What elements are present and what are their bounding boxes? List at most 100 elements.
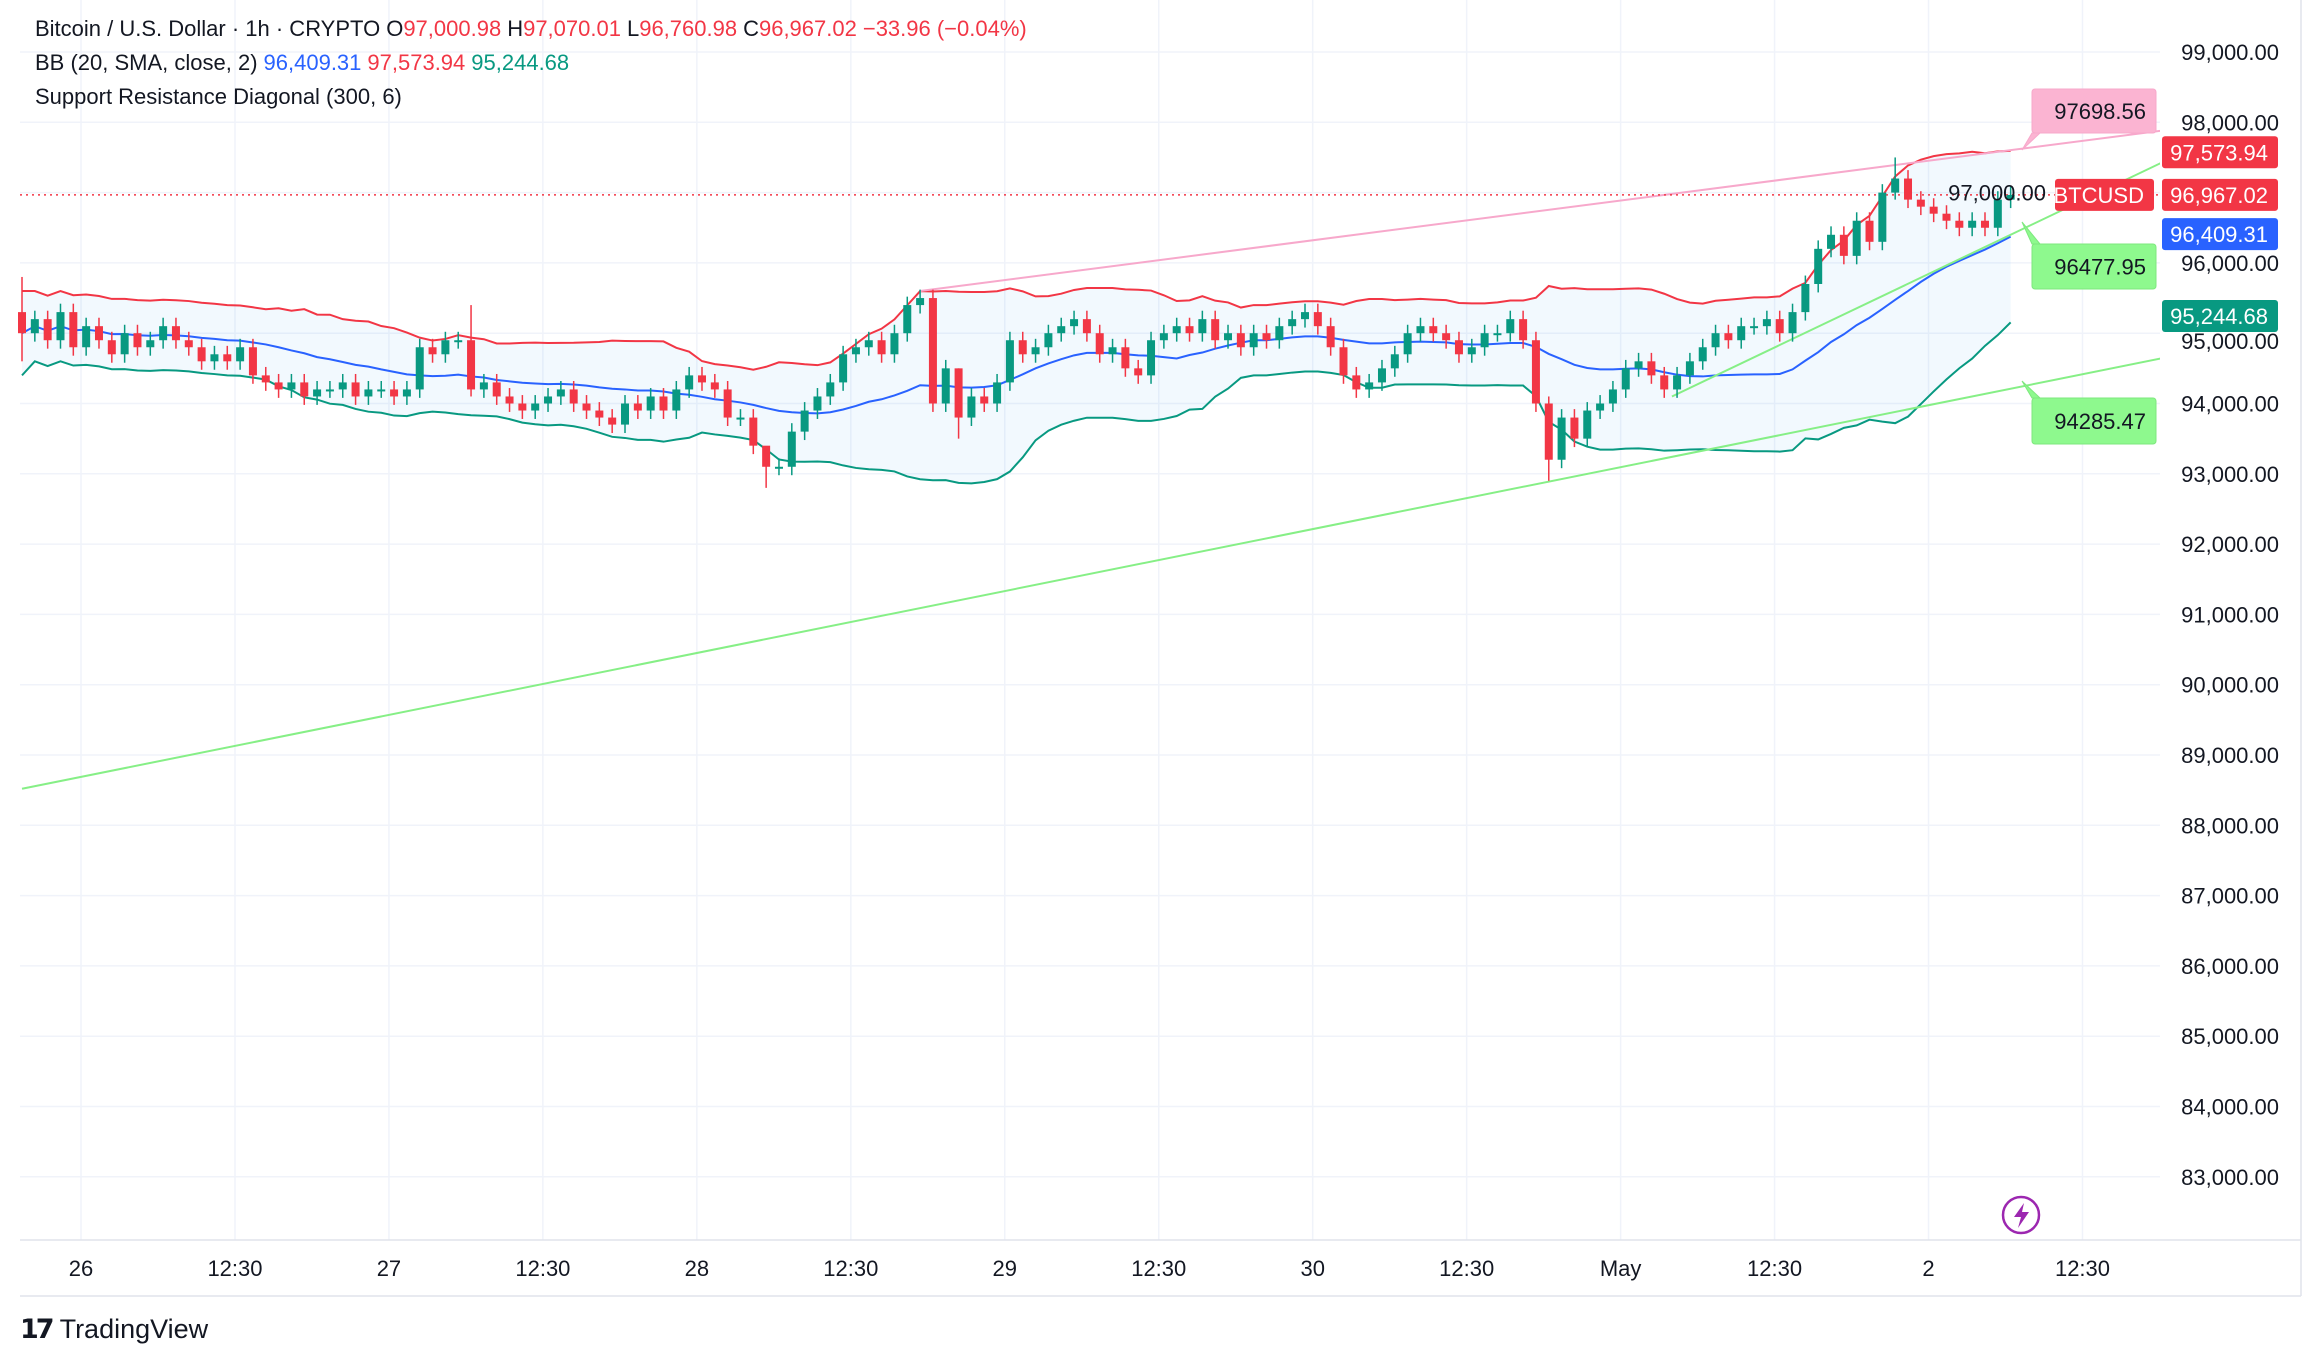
- candle: [402, 381, 411, 405]
- candle: [646, 388, 655, 419]
- candle-body: [1018, 340, 1027, 355]
- candle: [774, 458, 783, 476]
- alert-lightning-button[interactable]: [2001, 1195, 2041, 1235]
- candle: [967, 388, 976, 426]
- candle-body: [1801, 283, 1810, 313]
- candle: [454, 331, 463, 349]
- candle: [1557, 409, 1566, 469]
- candle: [287, 373, 296, 398]
- time-axis-label: 12:30: [823, 1256, 878, 1281]
- support-diagonal-line: [21, 357, 2160, 790]
- candle: [1775, 310, 1784, 342]
- candle-body: [723, 389, 732, 418]
- candle: [1916, 191, 1925, 216]
- bb-lower-tag[interactable]: 95,244.68: [2162, 299, 2278, 332]
- candle: [43, 310, 52, 349]
- bb-upper-tag[interactable]: 97,573.94: [2162, 136, 2278, 169]
- price-axis-label: 98,000.00: [2181, 110, 2279, 135]
- bb-title[interactable]: BB (20, SMA, close, 2): [35, 50, 258, 75]
- bb-upper-value: 97,573.94: [367, 50, 466, 75]
- bb-row: BB (20, SMA, close, 2) 96,409.31 97,573.94…: [35, 46, 1033, 80]
- candle: [415, 338, 424, 398]
- candle: [1031, 338, 1040, 363]
- candle-body: [1827, 234, 1836, 249]
- candle: [1005, 331, 1014, 391]
- candle-body: [1596, 403, 1605, 411]
- symbol-title[interactable]: Bitcoin / U.S. Dollar · 1h · CRYPTO: [35, 16, 381, 41]
- candle-body: [1647, 361, 1656, 376]
- bb-lower-tag-box: [2162, 299, 2278, 332]
- candle: [1698, 338, 1707, 370]
- candle-body: [967, 396, 976, 418]
- candle-body: [159, 326, 168, 341]
- candle: [1057, 317, 1066, 342]
- candle: [1442, 324, 1451, 349]
- candle: [1365, 373, 1374, 398]
- tradingview-logo[interactable]: 𝟭𝟳 TradingView: [20, 1314, 208, 1345]
- srd-title[interactable]: Support Resistance Diagonal (300, 6): [35, 84, 402, 109]
- candle-body: [43, 319, 52, 341]
- candle: [1531, 331, 1540, 412]
- candle: [1159, 324, 1168, 349]
- candle-body: [1557, 417, 1566, 460]
- symbol-tag[interactable]: BTCUSD: [2054, 178, 2154, 211]
- bb-lower-line: [21, 321, 2012, 485]
- candle-body: [851, 347, 860, 355]
- candle: [1827, 226, 1836, 258]
- candle: [197, 338, 206, 370]
- price-axis-label: 94,000.00: [2181, 392, 2279, 417]
- candle-body: [1326, 326, 1335, 348]
- candle: [300, 373, 309, 405]
- candle: [608, 409, 617, 434]
- candle-body: [377, 389, 386, 392]
- bb-basis-tag[interactable]: 96,409.31: [2162, 218, 2278, 251]
- candle-body: [1724, 333, 1733, 341]
- candle-body: [1224, 333, 1233, 341]
- candle: [1544, 396, 1553, 481]
- candle: [1416, 317, 1425, 342]
- candle-body: [1788, 312, 1797, 334]
- candle-body: [787, 431, 796, 467]
- price-axis-label: 97,000.00: [1948, 181, 2046, 206]
- candle: [903, 296, 912, 342]
- candle: [762, 445, 771, 488]
- bb-basis-tag-text: 96,409.31: [2170, 222, 2268, 247]
- candle-body: [1172, 326, 1181, 334]
- candle: [274, 373, 283, 398]
- candle-body: [197, 347, 206, 362]
- candle: [1750, 317, 1759, 335]
- candle: [1814, 240, 1823, 293]
- candle-body: [1121, 347, 1130, 369]
- candle-body: [1403, 333, 1412, 355]
- candle: [82, 317, 91, 356]
- candle-body: [454, 340, 463, 343]
- candle-body: [248, 347, 257, 376]
- candle-body: [1377, 368, 1386, 383]
- candle: [1493, 324, 1502, 342]
- candle: [1211, 310, 1220, 349]
- candle-body: [762, 445, 771, 467]
- candle: [877, 331, 886, 363]
- candle: [94, 317, 103, 349]
- candle: [1660, 366, 1669, 398]
- bb-basis-line: [21, 235, 2012, 415]
- candle: [479, 373, 488, 398]
- candle: [685, 366, 694, 398]
- candle: [1082, 310, 1091, 342]
- candle-body: [56, 312, 65, 341]
- candle: [1185, 317, 1194, 342]
- candle-body: [1711, 333, 1720, 348]
- candle-body: [1416, 326, 1425, 334]
- candle-body: [1942, 213, 1951, 221]
- candle-body: [813, 396, 822, 411]
- candle-body: [338, 382, 347, 390]
- symbol-tag-box: [2055, 178, 2154, 211]
- last-price-tag-text: 96,967.02: [2170, 183, 2268, 208]
- candle-body: [1159, 333, 1168, 341]
- candle: [1301, 303, 1309, 328]
- support-label: 94285.47: [2021, 380, 2157, 445]
- last-price-tag[interactable]: 96,967.02: [2162, 178, 2278, 211]
- time-axis-label: 12:30: [515, 1256, 570, 1281]
- candle: [1467, 338, 1476, 363]
